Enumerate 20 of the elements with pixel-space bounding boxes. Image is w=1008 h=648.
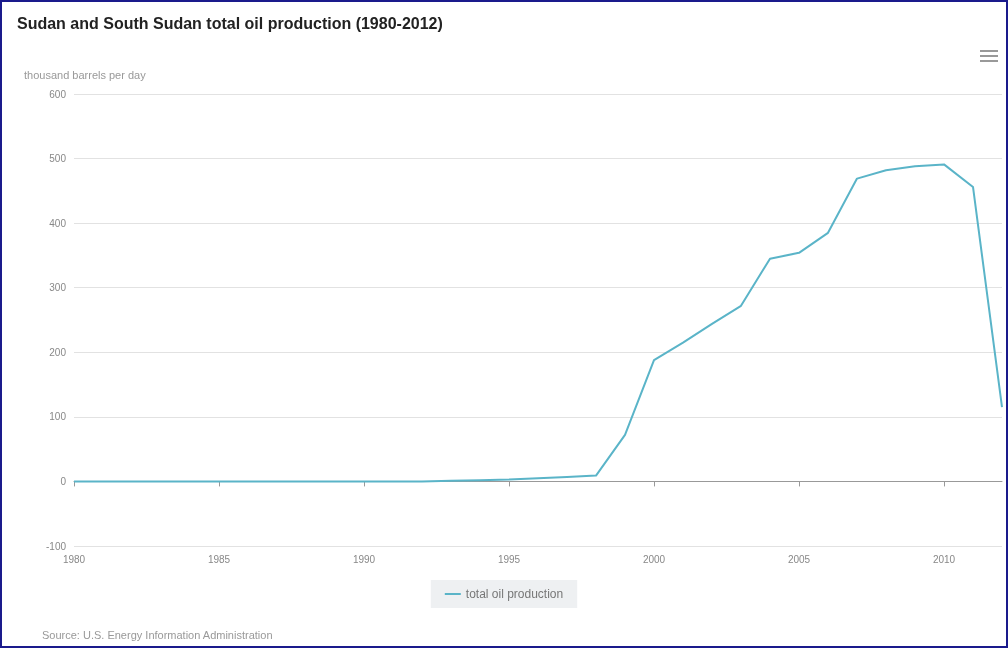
y-tick-label: -100	[45, 540, 67, 552]
x-tick-label: 1990	[352, 553, 376, 565]
y-tick-label: 300	[49, 282, 67, 294]
x-tick-label: 1980	[62, 553, 86, 565]
x-tick-label: 2005	[787, 553, 811, 565]
x-tick-label: 2010	[932, 553, 956, 565]
x-tick-label: 2000	[642, 553, 666, 565]
chart-title: Sudan and South Sudan total oil production (1980-2012)	[17, 14, 443, 32]
y-tick-label: 400	[49, 217, 67, 229]
y-axis-title: thousand barrels per day	[24, 68, 147, 81]
y-tick-label: 0	[60, 475, 67, 487]
legend-label: total oil production	[465, 587, 564, 601]
line-series	[73, 163, 1003, 483]
x-tick-label: 1985	[207, 553, 231, 565]
y-tick-label: 100	[49, 411, 67, 423]
x-tick-label: 1995	[497, 553, 521, 565]
y-tick-label: 600	[49, 88, 67, 100]
y-tick-label: 200	[49, 346, 67, 358]
source-note: Source: U.S. Energy Information Administration	[42, 628, 273, 641]
y-tick-label: 500	[49, 153, 67, 165]
